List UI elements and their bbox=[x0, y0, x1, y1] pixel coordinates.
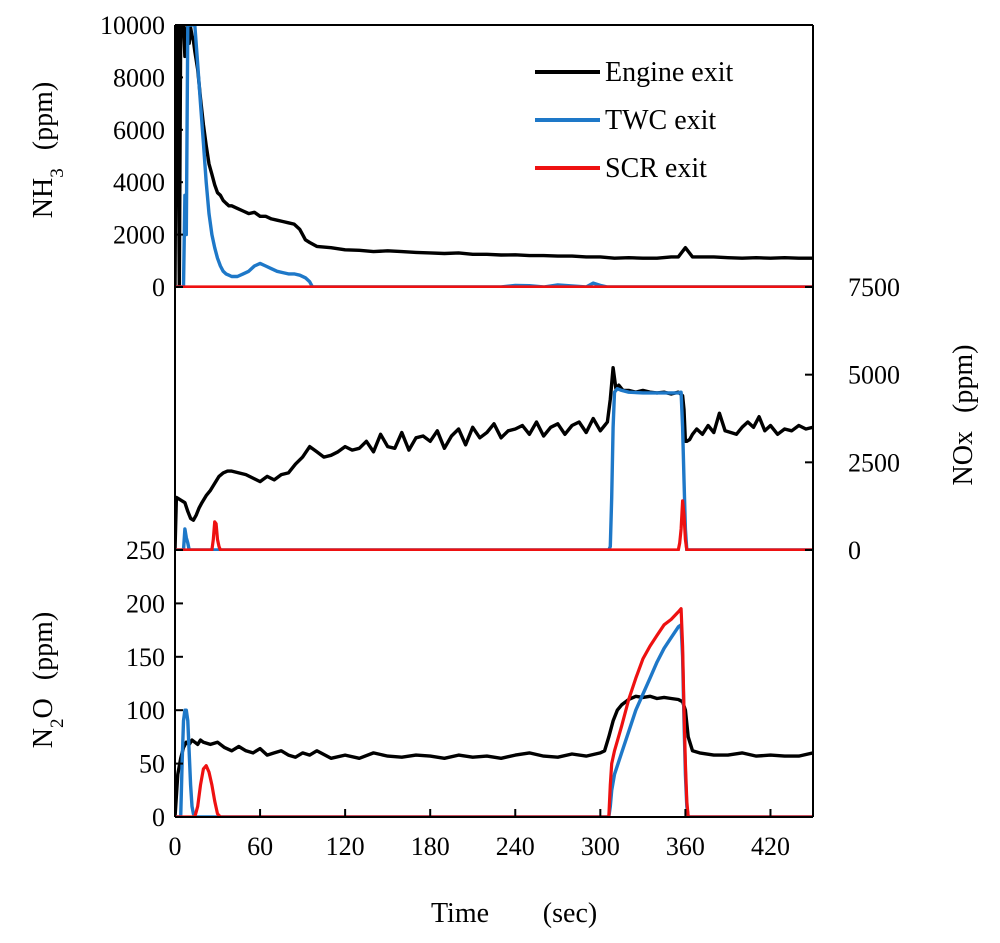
ytick-label-nh3: 8000 bbox=[113, 63, 165, 92]
xtick-label: 240 bbox=[496, 832, 535, 861]
ytick-label-nh3: 2000 bbox=[113, 221, 165, 250]
xtick-label: 360 bbox=[666, 832, 705, 861]
series-nh3-engine bbox=[175, 24, 813, 288]
series-nox-twc bbox=[175, 387, 813, 551]
panel-nox-series bbox=[175, 366, 813, 551]
ytick-label-nox: 0 bbox=[848, 536, 861, 565]
series-layer bbox=[175, 24, 813, 818]
legend-label-scr: SCR exit bbox=[605, 153, 707, 184]
xtick-label: 300 bbox=[581, 832, 620, 861]
ytick-label-nh3: 6000 bbox=[113, 116, 165, 145]
ytick-label-nox: 5000 bbox=[848, 361, 900, 390]
frame-layer bbox=[174, 24, 814, 818]
xtick-label: 60 bbox=[247, 832, 273, 861]
xtick-label: 180 bbox=[411, 832, 450, 861]
ytick-label-nh3: 4000 bbox=[113, 168, 165, 197]
ytick-label-n2o: 150 bbox=[126, 643, 165, 672]
ytick-label-nh3: 10000 bbox=[100, 11, 165, 40]
series-n2o-scr bbox=[175, 607, 813, 818]
legend-label-twc: TWC exit bbox=[605, 105, 716, 136]
x-axis-title-main: Time bbox=[431, 898, 489, 929]
ytick-label-n2o: 50 bbox=[139, 750, 165, 779]
xtick-label: 420 bbox=[751, 832, 790, 861]
ylabel-n2o: N2O(ppm) bbox=[28, 612, 68, 748]
ytick-label-nox: 7500 bbox=[848, 273, 900, 302]
ytick-label-nh3: 0 bbox=[152, 273, 165, 302]
ytick-label-n2o: 250 bbox=[126, 536, 165, 565]
xtick-label: 120 bbox=[326, 832, 365, 861]
xtick-label: 0 bbox=[169, 832, 182, 861]
legend: Engine exit TWC exit SCR exit bbox=[535, 57, 734, 184]
ytick-label-n2o: 200 bbox=[126, 589, 165, 618]
series-nox-engine bbox=[175, 366, 813, 551]
text-layer: 0200040006000800010000025005000750005010… bbox=[28, 11, 979, 929]
ylabel-nh3: NH3(ppm) bbox=[28, 82, 68, 218]
ylabel-nox: NOx(ppm) bbox=[948, 345, 979, 486]
series-nox-scr bbox=[175, 499, 813, 551]
x-axis-title-unit: (sec) bbox=[543, 898, 597, 929]
ytick-label-nox: 2500 bbox=[848, 448, 900, 477]
series-n2o-engine bbox=[175, 694, 813, 818]
panel-n2o-series bbox=[175, 607, 813, 818]
ytick-label-n2o: 0 bbox=[152, 803, 165, 832]
series-n2o-twc bbox=[175, 623, 813, 818]
legend-label-engine: Engine exit bbox=[605, 57, 734, 88]
ytick-label-n2o: 100 bbox=[126, 696, 165, 725]
